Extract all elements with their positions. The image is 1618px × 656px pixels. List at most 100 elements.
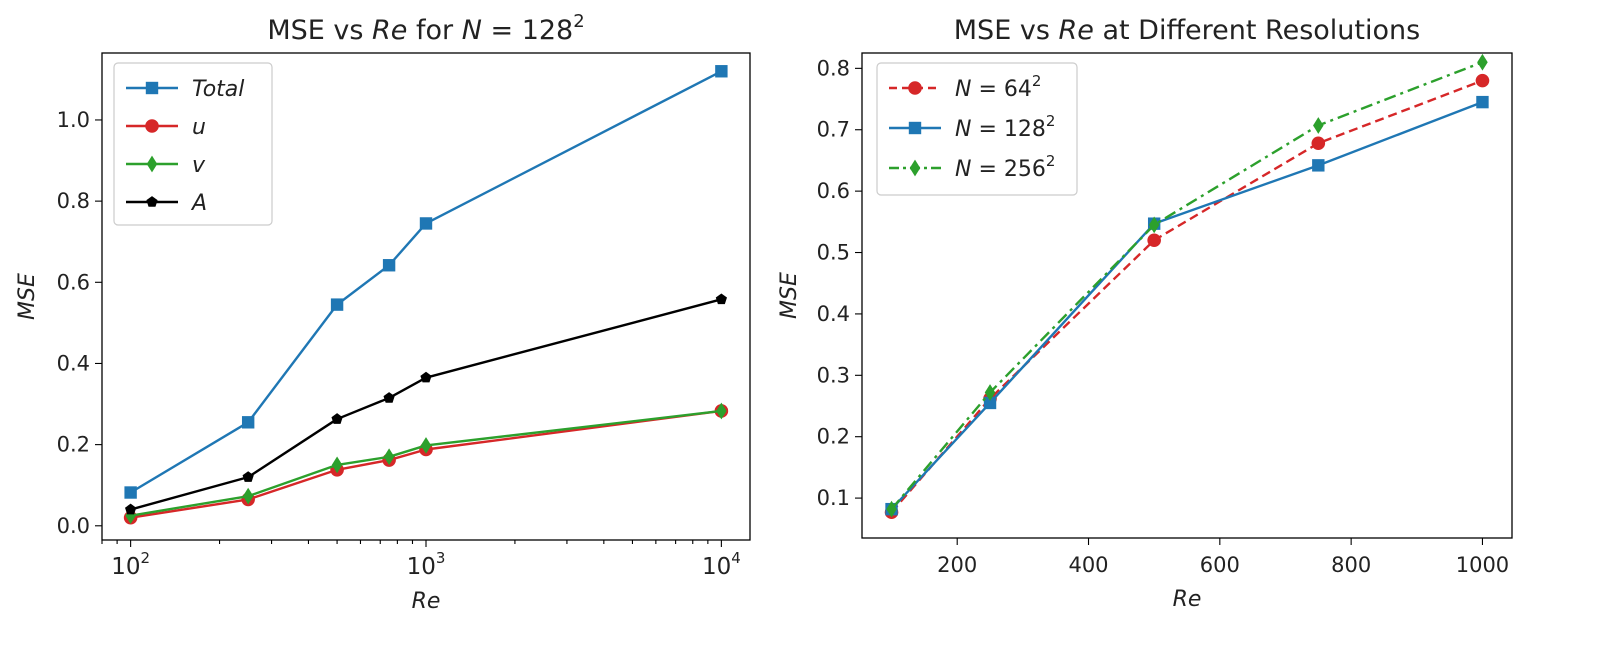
legend-label-eq: =: [971, 77, 1003, 102]
data-point: [420, 437, 432, 454]
title-part: Re: [1058, 15, 1093, 46]
legend-label: N = 642: [955, 72, 1041, 102]
data-point: [715, 293, 727, 305]
data-point: [1147, 233, 1161, 248]
chart-mse-vs-re-resolutions: 200 400 600 800 1000 0.1 0.2 0.3 0.4 0.5 0.6 0.7 0.8…: [777, 15, 1513, 612]
x-tick-label: 200: [937, 553, 977, 577]
legend-label-base: 256: [1004, 157, 1046, 182]
data-point: [1313, 117, 1324, 134]
chart-title: MSE vs Re for N = 1282: [267, 11, 584, 46]
data-point: [125, 503, 137, 515]
legend-label: v: [192, 153, 206, 178]
data-point: [1476, 95, 1489, 109]
legend-marker: [146, 196, 158, 207]
legend-frame: [113, 62, 273, 226]
y-tick-label: 0.2: [57, 433, 90, 457]
plot-area-frame: [861, 52, 1513, 539]
y-axis-label: MSE: [777, 272, 802, 319]
x-tick-label-base: 10: [111, 554, 140, 580]
y-tick-label: 0.3: [817, 363, 850, 387]
legend-item: u: [126, 115, 206, 140]
data-point: [331, 456, 343, 474]
legend-label-var: N: [955, 117, 971, 142]
y-tick-label: 0.0: [57, 514, 90, 538]
series-2: [886, 53, 1488, 518]
data-point: [383, 448, 395, 466]
title-part: = 128: [482, 15, 573, 46]
x-tick-label: 103: [407, 549, 446, 580]
legend: Total uvA: [113, 62, 273, 226]
x-tick-label: 1000: [1456, 553, 1509, 577]
x-tick-label: 104: [702, 549, 741, 580]
y-tick-label: 0.1: [817, 486, 850, 510]
legend-label-exponent: 2: [1046, 152, 1056, 170]
y-tick-label: 1.0: [57, 108, 90, 132]
title-exponent: 2: [573, 11, 584, 32]
data-point: [716, 402, 727, 420]
y-tick-label: 0.2: [817, 425, 850, 449]
series-3: [125, 293, 727, 515]
x-tick-label: 400: [1068, 553, 1108, 577]
x-tick-label-exponent: 2: [140, 549, 150, 567]
data-point: [1312, 159, 1325, 172]
legend-item: N = 1282: [889, 112, 1055, 142]
title-part: at Different Resolutions: [1094, 15, 1420, 46]
y-tick-label: 0.4: [817, 302, 850, 326]
title-part: N: [462, 15, 482, 46]
chart-title: MSE vs Re at Different Resolutions: [954, 15, 1420, 46]
y-axis-label: MSE: [15, 273, 40, 320]
y-tick-label: 0.8: [57, 189, 90, 213]
y-tick-label: 0.7: [817, 118, 850, 142]
legend-label: u: [192, 115, 206, 140]
x-tick-label-exponent: 3: [436, 549, 446, 567]
title-part: Re: [372, 15, 407, 46]
series-1: [123, 404, 729, 525]
legend-item: N = 2562: [889, 152, 1055, 182]
series-line: [130, 409, 722, 517]
legend-label: A: [190, 191, 207, 216]
data-point: [1477, 53, 1488, 71]
legend-item: Total: [126, 77, 244, 102]
legend-label-exponent: 2: [1046, 112, 1056, 130]
series-0: [124, 65, 728, 499]
data-point: [241, 416, 255, 429]
series-line: [130, 409, 722, 519]
legend-label-exponent: 2: [1032, 72, 1042, 90]
title-part: MSE vs: [267, 15, 372, 46]
series-line: [890, 61, 1483, 510]
legend-label-var: N: [955, 157, 971, 182]
legend-label: N = 2562: [955, 152, 1055, 182]
legend-label-var: N: [955, 77, 971, 102]
data-point: [242, 471, 254, 482]
y-tick-label: 0.4: [57, 351, 90, 375]
data-point: [983, 396, 997, 410]
series-2: [125, 402, 727, 525]
data-point: [124, 486, 137, 499]
data-point: [420, 371, 432, 383]
legend-label-base: 128: [1004, 117, 1046, 142]
legend-marker: [908, 121, 922, 135]
data-point: [419, 217, 433, 230]
data-point: [715, 65, 728, 78]
series-line: [130, 70, 722, 494]
data-point: [125, 507, 136, 525]
title-part: MSE vs: [954, 15, 1059, 46]
data-point: [382, 259, 396, 272]
data-point: [242, 487, 254, 505]
legend-marker: [145, 119, 159, 133]
x-tick-label-base: 10: [702, 554, 731, 580]
data-point: [330, 298, 344, 311]
title-part: for: [407, 15, 461, 46]
x-axis-label: Re: [412, 589, 441, 614]
y-tick-label: 0.8: [817, 56, 850, 80]
data-point: [1148, 216, 1160, 234]
data-point: [1311, 136, 1326, 151]
legend-marker: [908, 81, 922, 95]
y-tick-label: 0.6: [57, 270, 90, 294]
legend-label-eq: =: [971, 157, 1003, 182]
data-point: [984, 384, 996, 401]
x-tick-label-base: 10: [407, 554, 436, 580]
legend-marker: [909, 159, 921, 177]
